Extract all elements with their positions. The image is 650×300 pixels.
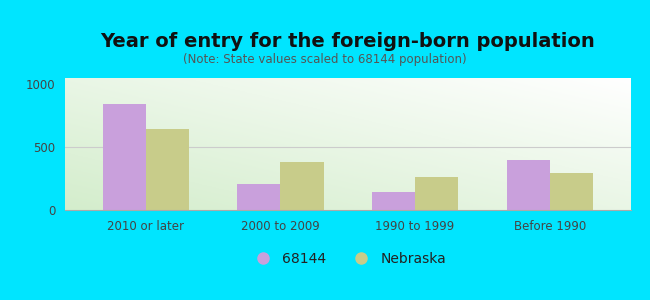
Bar <box>372 192 415 210</box>
Text: (Note: State values scaled to 68144 population): (Note: State values scaled to 68144 popu… <box>183 52 467 65</box>
Bar <box>280 162 324 210</box>
Bar <box>550 173 593 210</box>
Legend: 68144, Nebraska: 68144, Nebraska <box>244 247 452 272</box>
Bar <box>103 104 146 210</box>
Title: Year of entry for the foreign-born population: Year of entry for the foreign-born popul… <box>100 32 595 51</box>
Bar <box>415 177 458 210</box>
Bar <box>237 184 280 210</box>
Bar <box>146 129 189 210</box>
Bar <box>506 160 550 210</box>
